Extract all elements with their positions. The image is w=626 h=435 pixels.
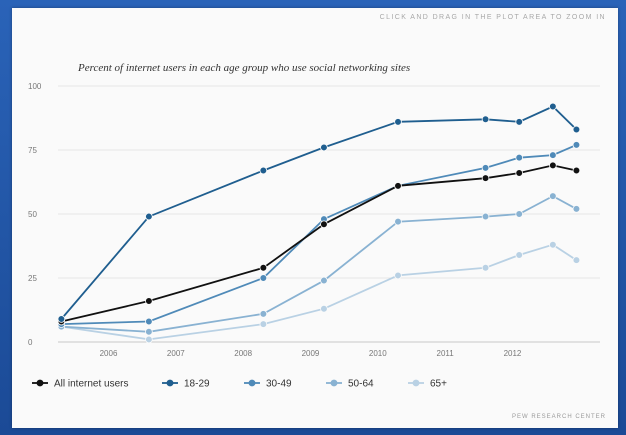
chart-card: CLICK AND DRAG IN THE PLOT AREA TO ZOOM … bbox=[12, 8, 618, 428]
legend-item-label[interactable]: 30-49 bbox=[266, 379, 292, 390]
data-point[interactable] bbox=[320, 276, 328, 285]
legend-swatch-marker bbox=[248, 379, 256, 387]
series-line bbox=[61, 195, 577, 333]
legend-swatch-marker bbox=[166, 379, 174, 387]
data-point[interactable] bbox=[515, 210, 524, 218]
data-point[interactable] bbox=[572, 166, 581, 175]
y-tick-label: 50 bbox=[28, 210, 37, 219]
y-tick-label: 0 bbox=[28, 338, 33, 347]
data-point[interactable] bbox=[481, 115, 490, 124]
data-point[interactable] bbox=[394, 271, 402, 280]
data-point[interactable] bbox=[259, 166, 268, 175]
data-point[interactable] bbox=[320, 220, 328, 229]
data-point[interactable] bbox=[481, 212, 490, 221]
x-tick-label: 2011 bbox=[437, 349, 455, 358]
y-tick-label: 100 bbox=[28, 82, 42, 91]
data-point[interactable] bbox=[259, 320, 268, 328]
x-tick-label: 2012 bbox=[504, 349, 522, 358]
x-tick-label: 2006 bbox=[100, 349, 118, 358]
data-point[interactable] bbox=[515, 118, 524, 126]
legend-swatch-marker bbox=[412, 379, 420, 387]
data-point[interactable] bbox=[259, 310, 268, 318]
legend-item-label[interactable]: 18-29 bbox=[184, 379, 210, 390]
legend-item-label[interactable]: 65+ bbox=[430, 379, 447, 390]
data-point[interactable] bbox=[145, 212, 153, 221]
legend-item-label[interactable]: All internet users bbox=[54, 379, 128, 390]
source-credit: PEW RESEARCH CENTER bbox=[511, 414, 606, 420]
chart-title: Percent of internet users in each age gr… bbox=[78, 62, 411, 74]
data-point[interactable] bbox=[320, 304, 328, 313]
data-point[interactable] bbox=[572, 125, 581, 134]
x-tick-label: 2009 bbox=[302, 349, 320, 358]
series-line bbox=[61, 243, 577, 341]
data-point[interactable] bbox=[394, 217, 402, 226]
data-point[interactable] bbox=[572, 205, 581, 213]
legend-item-label[interactable]: 50-64 bbox=[348, 379, 374, 390]
data-point[interactable] bbox=[549, 151, 557, 159]
data-point[interactable] bbox=[549, 161, 557, 170]
data-point[interactable] bbox=[549, 192, 557, 200]
data-point[interactable] bbox=[481, 164, 490, 172]
data-point[interactable] bbox=[515, 251, 524, 259]
data-point[interactable] bbox=[145, 335, 153, 344]
data-point[interactable] bbox=[572, 141, 581, 149]
data-point[interactable] bbox=[320, 143, 328, 152]
data-point[interactable] bbox=[481, 263, 490, 272]
data-point[interactable] bbox=[259, 274, 268, 282]
data-point[interactable] bbox=[549, 240, 557, 249]
data-point[interactable] bbox=[515, 169, 524, 177]
data-point[interactable] bbox=[145, 297, 153, 305]
series-line bbox=[60, 105, 578, 320]
data-point[interactable] bbox=[57, 315, 66, 323]
x-tick-label: 2008 bbox=[234, 349, 252, 358]
series-line bbox=[61, 164, 577, 323]
legend-swatch-marker bbox=[330, 379, 338, 387]
data-point[interactable] bbox=[515, 153, 524, 162]
data-point[interactable] bbox=[549, 102, 557, 111]
data-point[interactable] bbox=[145, 327, 153, 336]
y-tick-label: 75 bbox=[28, 146, 37, 155]
data-point[interactable] bbox=[572, 256, 581, 264]
y-tick-label: 25 bbox=[28, 274, 37, 283]
data-point[interactable] bbox=[394, 118, 402, 126]
x-tick-label: 2007 bbox=[167, 349, 185, 358]
data-point[interactable] bbox=[145, 317, 153, 326]
data-point[interactable] bbox=[394, 182, 402, 190]
data-point[interactable] bbox=[259, 263, 268, 272]
zoom-hint: CLICK AND DRAG IN THE PLOT AREA TO ZOOM … bbox=[379, 14, 606, 21]
x-tick-label: 2010 bbox=[369, 349, 387, 358]
data-point[interactable] bbox=[481, 174, 490, 182]
legend-swatch-marker bbox=[36, 379, 44, 387]
series-line bbox=[61, 144, 577, 325]
